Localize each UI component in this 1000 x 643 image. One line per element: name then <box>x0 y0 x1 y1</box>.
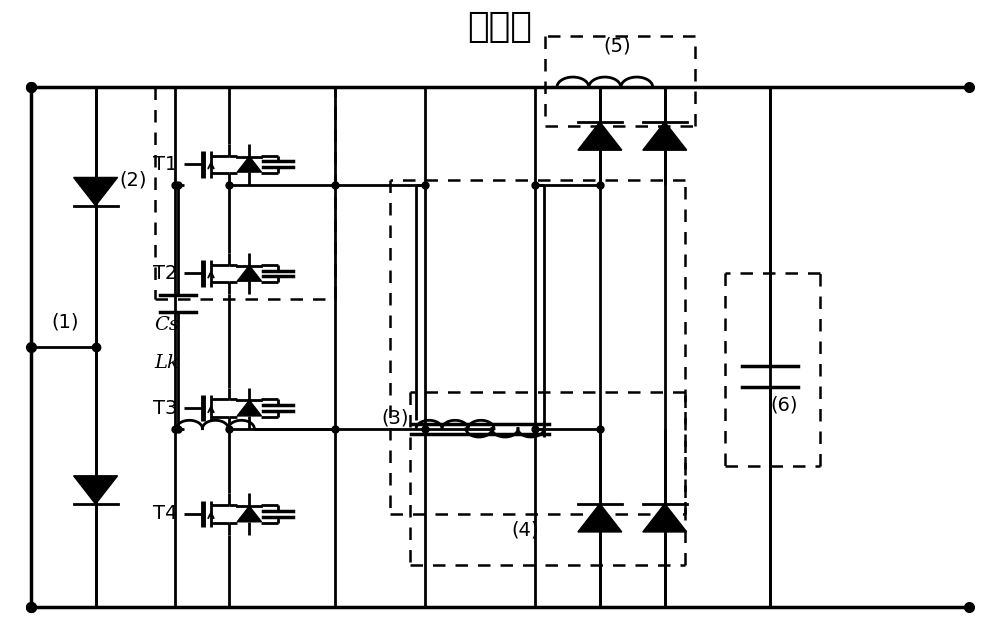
Polygon shape <box>578 503 622 532</box>
Polygon shape <box>237 266 261 281</box>
Polygon shape <box>237 156 261 172</box>
Text: T4: T4 <box>153 505 178 523</box>
Polygon shape <box>74 177 118 206</box>
Text: (5): (5) <box>603 36 631 55</box>
Text: T1: T1 <box>153 155 178 174</box>
Polygon shape <box>643 122 687 150</box>
Polygon shape <box>643 503 687 532</box>
Text: T3: T3 <box>153 399 178 417</box>
Text: (4): (4) <box>511 521 539 539</box>
Text: (6): (6) <box>771 395 798 414</box>
Polygon shape <box>74 476 118 504</box>
Polygon shape <box>237 401 261 416</box>
Text: T2: T2 <box>153 264 178 283</box>
Text: 隔离级: 隔离级 <box>468 10 532 44</box>
Text: (2): (2) <box>120 171 147 190</box>
Text: Lk: Lk <box>154 354 179 372</box>
Polygon shape <box>237 506 261 521</box>
Text: Cs: Cs <box>154 316 179 334</box>
Polygon shape <box>578 122 622 150</box>
Text: (3): (3) <box>381 408 409 427</box>
Text: (1): (1) <box>52 312 79 331</box>
